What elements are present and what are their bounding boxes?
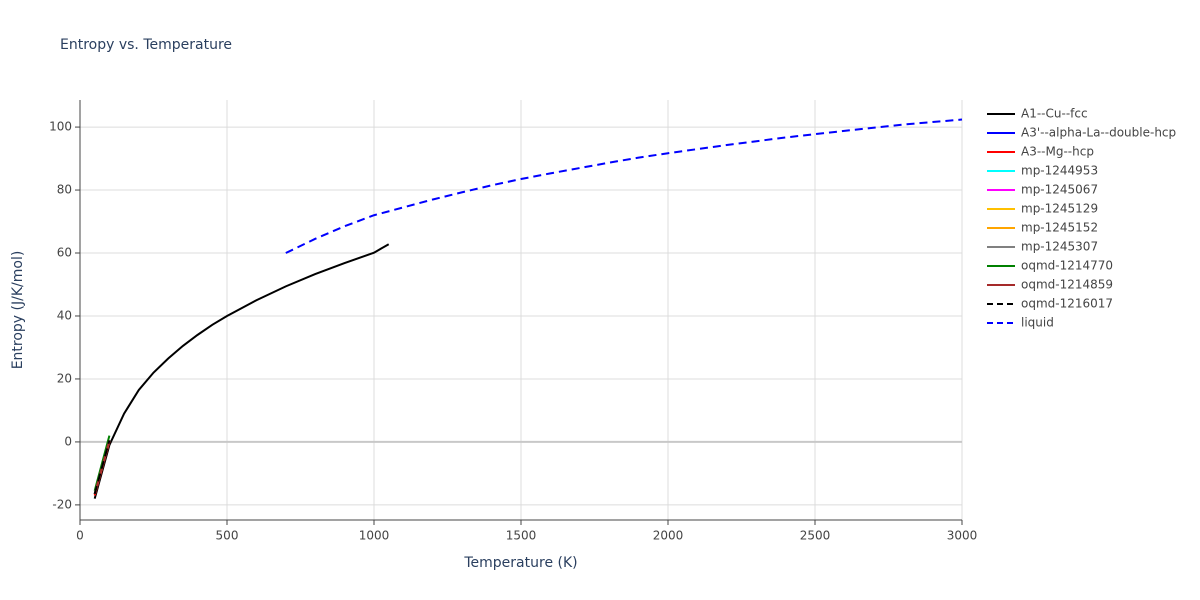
x-axis-title: Temperature (K) — [463, 555, 577, 571]
y-tick-label: 60 — [57, 246, 72, 260]
x-tick-label: 1500 — [506, 529, 537, 543]
x-tick-label: 2000 — [653, 529, 684, 543]
y-tick-label: 0 — [64, 434, 72, 448]
legend-label: A3'--alpha-La--double-hcp — [1021, 126, 1176, 140]
y-axis-title: Entropy (J/K/mol) — [10, 251, 26, 370]
y-tick-label: 100 — [49, 120, 72, 134]
y-tick-label: 20 — [57, 371, 72, 385]
x-tick-label: 3000 — [947, 529, 978, 543]
y-tick-label: -20 — [52, 497, 72, 511]
legend-label: oqmd-1214859 — [1021, 278, 1113, 292]
legend-label: mp-1244953 — [1021, 164, 1098, 178]
series-line — [285, 118, 963, 254]
legend-label: A3--Mg--hcp — [1021, 145, 1094, 159]
y-tick-label: 80 — [57, 183, 72, 197]
legend-label: oqmd-1214770 — [1021, 259, 1113, 273]
series-line — [93, 243, 390, 499]
y-tick-label: 40 — [57, 308, 72, 322]
legend-label: mp-1245067 — [1021, 183, 1098, 197]
x-tick-label: 0 — [76, 529, 84, 543]
legend-label: mp-1245307 — [1021, 240, 1098, 254]
legend-label: mp-1245152 — [1021, 221, 1098, 235]
x-tick-label: 1000 — [359, 529, 390, 543]
x-tick-label: 500 — [216, 529, 239, 543]
legend-label: mp-1245129 — [1021, 202, 1098, 216]
legend-label: A1--Cu--fcc — [1021, 107, 1088, 121]
x-tick-label: 2500 — [800, 529, 831, 543]
chart-title: Entropy vs. Temperature — [60, 37, 232, 53]
series-line — [93, 440, 111, 495]
legend-label: liquid — [1021, 316, 1054, 330]
legend-label: oqmd-1216017 — [1021, 297, 1113, 311]
